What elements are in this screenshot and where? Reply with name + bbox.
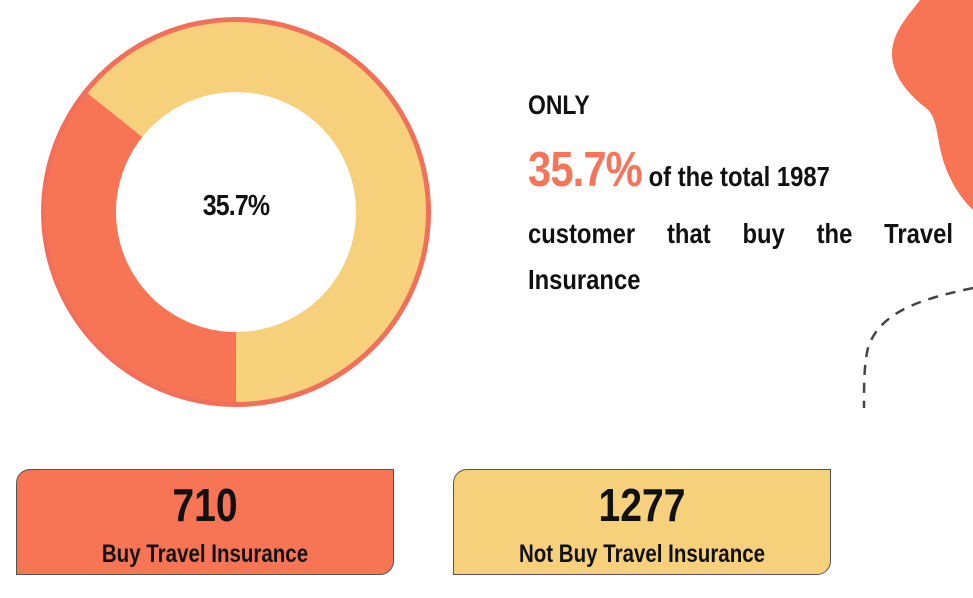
statement-line4: Insurance bbox=[528, 264, 641, 295]
not-buy-insurance-card: 1277 Not Buy Travel Insurance bbox=[453, 469, 831, 575]
donut-chart bbox=[41, 17, 431, 407]
statement-only: ONLY bbox=[528, 90, 590, 120]
not-buy-count: 1277 bbox=[598, 479, 686, 531]
donut-hole bbox=[116, 92, 356, 332]
statement-line3: customer that buy the Travel bbox=[528, 218, 953, 249]
buy-insurance-card: 710 Buy Travel Insurance bbox=[16, 469, 394, 575]
statement-line-percent: 35.7% of the total 1987 bbox=[528, 142, 830, 198]
decorative-blob bbox=[892, 0, 973, 210]
buy-label: Buy Travel Insurance bbox=[101, 540, 309, 568]
buy-count: 710 bbox=[172, 479, 238, 531]
not-buy-label: Not Buy Travel Insurance bbox=[518, 540, 766, 568]
decorative-shape bbox=[862, 0, 973, 409]
statement-total: of the total 1987 bbox=[648, 161, 830, 192]
decorative-dashed-path bbox=[862, 286, 973, 409]
donut-center-label: 35.7% bbox=[202, 190, 270, 222]
statement-percent: 35.7% bbox=[528, 143, 643, 197]
